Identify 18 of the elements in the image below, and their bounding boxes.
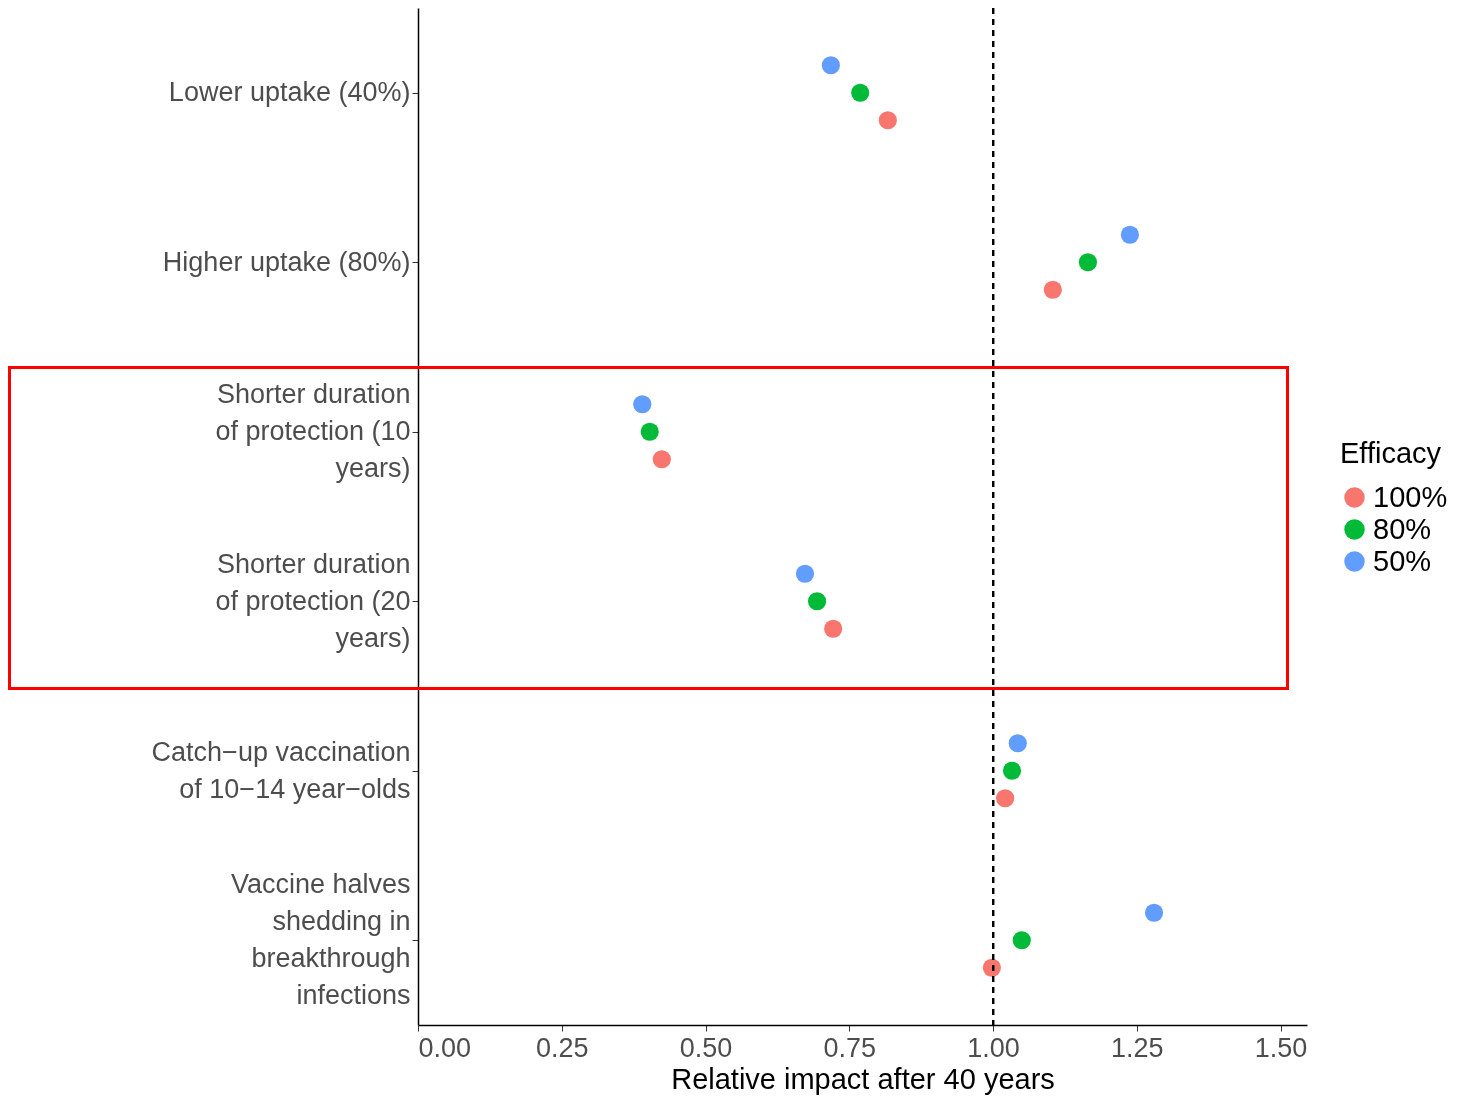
y-tick-label: Vaccine halves shedding in breakthrough infections <box>230 869 411 1011</box>
legend-label: 80% <box>1373 512 1432 545</box>
y-tick-label: Lower uptake (40%) <box>168 77 411 108</box>
x-axis-title: Relative impact after 40 years <box>671 1062 1055 1095</box>
x-tick-label: 1.25 <box>1111 1032 1164 1063</box>
x-tick-label: 0.25 <box>535 1032 589 1063</box>
legend-label: 100% <box>1373 480 1448 513</box>
y-tick-label: Shorter duration of protection (10 years) <box>215 379 411 484</box>
x-tick-label: 1.50 <box>1254 1032 1308 1063</box>
y-tick-label: Higher uptake (80%) <box>162 246 411 277</box>
x-tick-label: 0.50 <box>679 1032 733 1063</box>
x-tick-label: 1.00 <box>967 1032 1020 1063</box>
x-tick-label: 0.00 <box>418 1032 472 1063</box>
x-tick-label: 0.75 <box>823 1032 877 1063</box>
legend-label: 50% <box>1373 544 1432 577</box>
y-tick-label: Shorter duration of protection (20 years) <box>215 548 411 653</box>
y-tick-label: Catch−up vaccination of 10−14 year−olds <box>151 736 411 804</box>
legend-title: Efficacy <box>1340 437 1442 469</box>
